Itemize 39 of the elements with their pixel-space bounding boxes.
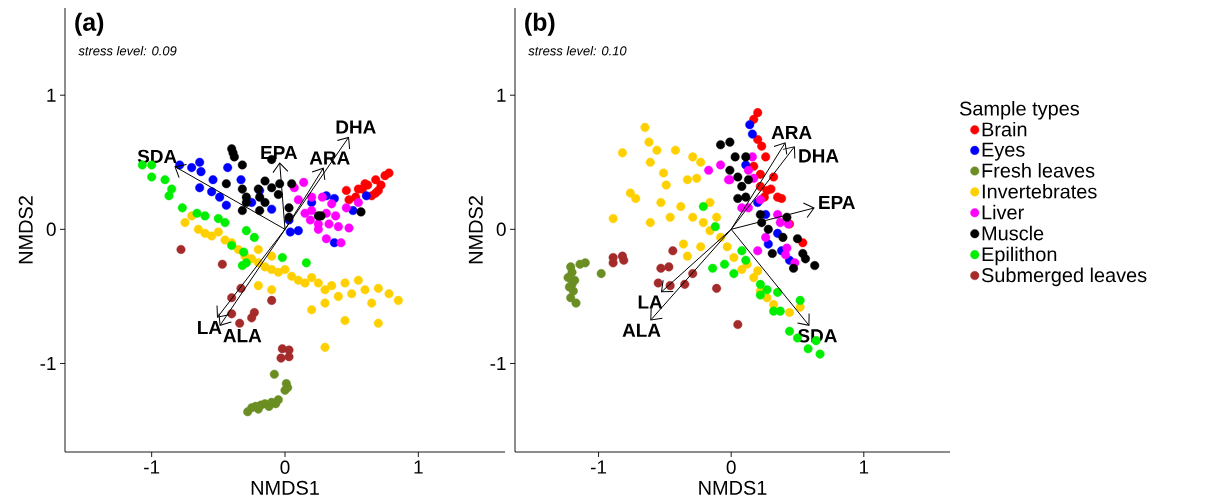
x-tick-label: -1: [590, 460, 607, 474]
x-tick-label: 0: [726, 460, 736, 474]
annotation: DHA: [799, 149, 839, 163]
y-axis-title: NMDS2: [468, 196, 483, 264]
y-axis-title: NMDS2: [18, 196, 33, 264]
annotation: ALA: [223, 329, 262, 343]
y-tick-label: 0: [496, 222, 506, 237]
legend-label: Brain: [982, 121, 1027, 137]
legend-label: Liver: [982, 204, 1024, 220]
legend-label: Muscle: [982, 225, 1044, 241]
legend-label: Epilithon: [982, 246, 1057, 266]
x-tick-label: 1: [859, 460, 869, 474]
legend-label: Submerged leaves: [981, 267, 1147, 287]
x-axis-title: NMDS1: [251, 480, 319, 495]
y-tick-label: 1: [47, 88, 56, 102]
y-tick-label: -1: [40, 356, 56, 370]
legend-label: Eyes: [982, 142, 1025, 161]
text: stress level: 0.09: [78, 45, 177, 56]
y-tick-label: 0: [46, 222, 56, 237]
y-tick-label: -1: [490, 356, 506, 370]
legend-label: Invertebrates: [982, 183, 1097, 199]
y-tick-label: 1: [497, 88, 506, 102]
legend-label: Fresh leaves: [982, 163, 1095, 178]
x-axis-title: NMDS1: [699, 480, 767, 495]
annotation: EPA: [261, 146, 298, 160]
annotation: DHA: [336, 120, 376, 134]
x-tick-label: 1: [414, 460, 423, 474]
chart-title: (a): [75, 12, 104, 36]
annotation: EPA: [819, 195, 855, 209]
annotation: LA: [198, 321, 222, 335]
annotation: ARA: [771, 125, 812, 139]
x-tick-label: -1: [144, 460, 160, 474]
chart-title: (b): [525, 12, 555, 36]
annotation: LA: [638, 295, 663, 309]
annotation: ARA: [309, 151, 350, 165]
text: stress level: 0.10: [528, 45, 627, 56]
x-tick-label: 0: [280, 460, 290, 474]
legend-title: Sample types: [959, 100, 1080, 120]
annotation: ALA: [622, 323, 661, 337]
